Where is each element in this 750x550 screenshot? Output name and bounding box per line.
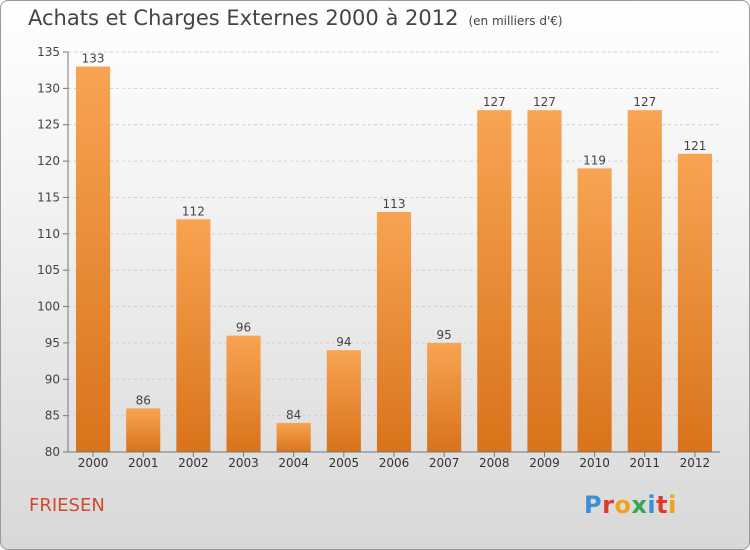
bar-2001: [126, 408, 161, 452]
data-label-2008: 127: [483, 95, 506, 109]
logo-letter: o: [614, 491, 632, 519]
chart-title: Achats et Charges Externes 2000 à 2012 (e…: [28, 6, 563, 30]
logo-letter: r: [602, 491, 615, 519]
y-tick-label: 100: [37, 300, 60, 314]
y-tick-label: 115: [37, 190, 60, 204]
data-label-2007: 95: [437, 328, 452, 342]
data-label-2001: 86: [136, 393, 151, 407]
data-label-2012: 121: [683, 139, 706, 153]
y-tick-label: 135: [37, 45, 60, 59]
data-labels: 133 86 112 96 84 94 113 95 127 127 119 127 121: [82, 52, 707, 422]
bar-2007: [427, 342, 462, 452]
bar-2011: [627, 110, 662, 452]
x-tick-label-2010: 2010: [579, 456, 610, 470]
axes: 80 85 90 95 100 105 110 115 120 125 130 135 2000 2001…: [37, 45, 720, 470]
logo-letter: P: [584, 491, 603, 519]
data-label-2002: 112: [182, 204, 205, 218]
y-tick-label: 90: [45, 372, 60, 386]
y-tick-label: 110: [37, 227, 60, 241]
location-label: FRIESEN: [29, 495, 105, 516]
data-label-2000: 133: [82, 52, 105, 66]
bar-2009: [527, 110, 562, 452]
bars: [76, 66, 712, 452]
y-tick-label: 85: [45, 409, 60, 423]
bar-2000: [76, 66, 111, 452]
title-unit: (en milliers d'€): [468, 14, 563, 28]
logo-letter: x: [631, 491, 648, 519]
data-label-2010: 119: [583, 153, 606, 167]
bar-2004: [276, 422, 311, 452]
data-label-2011: 127: [633, 95, 656, 109]
bar-2010: [577, 168, 612, 452]
x-tick-label-2011: 2011: [629, 456, 660, 470]
data-label-2003: 96: [236, 321, 251, 335]
y-tick-label: 130: [37, 81, 60, 95]
bar-2006: [376, 212, 412, 452]
data-label-2009: 127: [533, 95, 556, 109]
x-tick-label-2000: 2000: [78, 456, 109, 470]
bar-2002: [176, 219, 211, 452]
x-tick-label-2004: 2004: [278, 456, 309, 470]
logo-letter: i: [668, 491, 677, 519]
x-tick-label-2008: 2008: [479, 456, 510, 470]
logo-letter: t: [656, 491, 669, 519]
bar-2012: [677, 153, 712, 452]
x-tick-label-2009: 2009: [529, 456, 560, 470]
y-tick-label: 120: [37, 154, 60, 168]
bar-2003: [226, 335, 261, 452]
x-tick-label-2007: 2007: [429, 456, 460, 470]
y-tick-label: 80: [45, 445, 60, 459]
data-label-2004: 84: [286, 408, 301, 422]
logo-letter: i: [647, 491, 657, 519]
x-tick-label-2012: 2012: [680, 456, 711, 470]
x-tick-label-2001: 2001: [128, 456, 159, 470]
x-tick-label-2006: 2006: [379, 456, 410, 470]
bar-2005: [326, 350, 361, 452]
title-main: Achats et Charges Externes 2000 à 2012: [28, 6, 459, 30]
y-tick-label: 105: [37, 263, 60, 277]
y-tick-label: 125: [37, 118, 60, 132]
proxiti-logo[interactable]: Proxiti: [584, 491, 677, 519]
x-tick-label-2003: 2003: [228, 456, 259, 470]
x-tick-label-2005: 2005: [329, 456, 360, 470]
y-tick-label: 95: [45, 336, 60, 350]
data-label-2006: 113: [383, 197, 406, 211]
bar-2008: [477, 110, 512, 452]
x-tick-label-2002: 2002: [178, 456, 209, 470]
data-label-2005: 94: [336, 335, 351, 349]
